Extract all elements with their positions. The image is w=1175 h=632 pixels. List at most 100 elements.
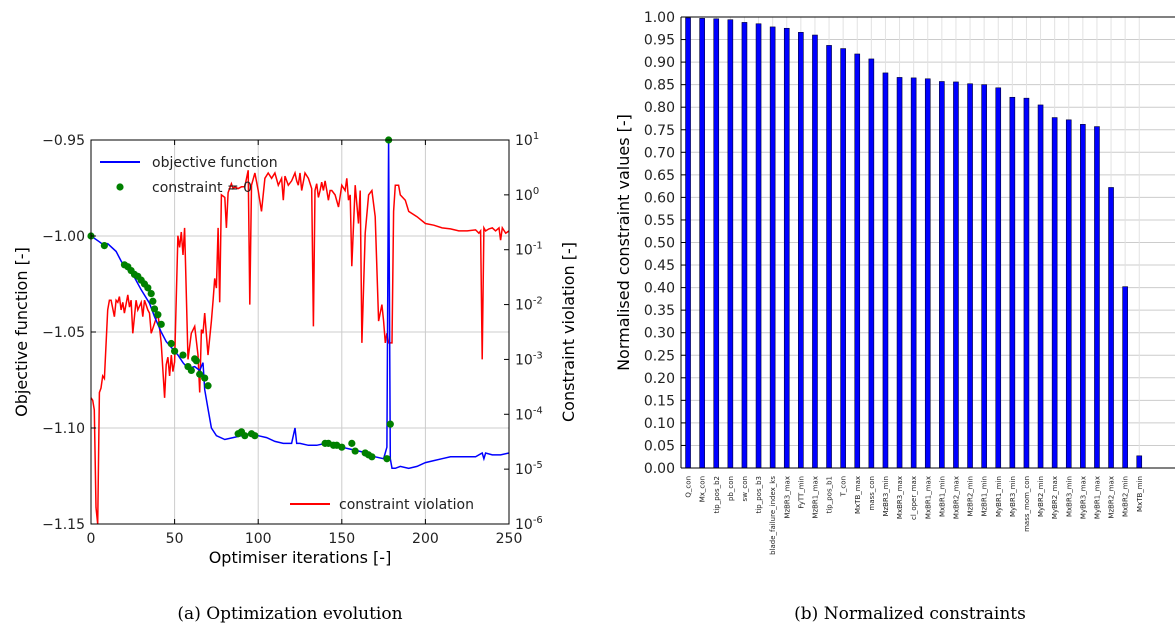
- y-right-tick-label: 101: [515, 131, 539, 149]
- x-category-label: MyBR2_min: [1037, 476, 1045, 517]
- y-tick-label: 0.85: [644, 78, 675, 94]
- x-category-label: tip_pos_b2: [713, 476, 721, 513]
- constraint-zero-point: [201, 374, 209, 382]
- y-left-axis-label: Objective function [-]: [12, 247, 31, 417]
- x-tick-label: 150: [328, 531, 355, 547]
- x-category-label: MzBR3_max: [783, 476, 791, 519]
- y-tick-label: 1.00: [644, 10, 675, 26]
- x-category-label: mass_con: [868, 476, 876, 510]
- x-category-label: blade_failure_index_ks: [769, 476, 777, 555]
- x-category-label: cl_oper_max: [910, 476, 918, 520]
- y-tick-label: 0.75: [644, 123, 675, 139]
- x-category-label: MzBR2_max: [1108, 476, 1116, 519]
- bar: [812, 34, 818, 469]
- y-left-tick-label: −1.10: [42, 421, 85, 437]
- y-right-tick-label: 100: [515, 186, 539, 204]
- x-tick-label: 100: [245, 531, 272, 547]
- x-category-label: MyBR3_max: [1079, 476, 1087, 519]
- bar: [840, 48, 846, 469]
- y-tick-label: 0.80: [644, 100, 675, 116]
- bar: [1009, 96, 1016, 469]
- x-category-label: T_con: [840, 476, 848, 497]
- bar: [854, 53, 861, 469]
- constraint-zero-point: [149, 297, 157, 305]
- bar: [924, 78, 931, 469]
- bar: [1094, 126, 1100, 469]
- y-right-tick-label: 10-4: [515, 405, 543, 423]
- x-category-label: MyBR3_min: [1009, 476, 1017, 517]
- bar: [1065, 119, 1072, 469]
- constraint-zero-point: [147, 290, 155, 298]
- legend-objective-label: objective function: [152, 155, 278, 171]
- x-category-label: mass_mom_con: [1023, 476, 1031, 532]
- bar: [699, 18, 705, 469]
- y-axis-label: Normalised constraint values [-]: [614, 114, 633, 371]
- y-left-tick-label: −0.95: [42, 133, 85, 149]
- constraint-zero-point: [100, 242, 108, 250]
- bar: [1122, 286, 1128, 469]
- x-axis-label: Optimiser iterations [-]: [209, 548, 392, 567]
- x-category-label: MxBR2_max: [952, 476, 960, 519]
- normalized-constraints-chart: 0.00 0.05 0.10 0.15 0.20 0.25 0.30 0.35 0.40 0.45…: [614, 10, 1175, 555]
- bar: [967, 83, 973, 469]
- x-category-label: MxBR2_min: [1122, 476, 1130, 517]
- bar: [798, 32, 804, 469]
- constraint-zero-point: [368, 453, 376, 461]
- caption-optimization-evolution: (a) Optimization evolution: [177, 604, 403, 624]
- constraint-zero-point: [351, 447, 359, 455]
- bar: [727, 19, 734, 469]
- x-category-label: tip_pos_b3: [755, 476, 763, 513]
- bar: [826, 45, 832, 469]
- caption-normalized-constraints: (b) Normalized constraints: [794, 604, 1026, 624]
- bar: [995, 87, 1002, 469]
- constraint-zero-point: [348, 439, 356, 447]
- bar: [1136, 455, 1143, 469]
- x-tick-label: 200: [412, 531, 439, 547]
- y-left-tick-label: −1.05: [42, 325, 85, 341]
- x-category-label: MzBR1_max: [811, 476, 819, 519]
- bar: [685, 17, 691, 469]
- y-left-tick-label: −1.00: [42, 229, 85, 245]
- y-left-tick-label: −1.15: [42, 517, 85, 533]
- bar: [1080, 124, 1086, 469]
- y-tick-label: 0.65: [644, 168, 675, 184]
- x-category-label: MxBR3_min: [1065, 476, 1073, 517]
- constraint-zero-point: [150, 305, 159, 313]
- x-category-label: MxBR1_max: [924, 476, 932, 519]
- constraint-zero-point: [167, 339, 175, 348]
- y-right-tick-label: 10-5: [515, 460, 543, 478]
- bar: [896, 77, 903, 469]
- objective-function-line: [90, 139, 510, 470]
- x-category-label: MyBR1_min: [995, 476, 1003, 517]
- y-tick-label: 0.40: [644, 281, 675, 297]
- y-tick-label: 0.10: [644, 416, 675, 432]
- bar: [1051, 117, 1058, 469]
- bar: [713, 18, 720, 469]
- constraint-zero-point: [251, 432, 259, 440]
- y-right-tick-label: 10-2: [515, 296, 543, 314]
- y-tick-label: 0.90: [644, 55, 675, 71]
- bar: [981, 84, 987, 469]
- x-category-label: MzBR3_min: [882, 476, 890, 517]
- constraint-zero-point: [204, 382, 212, 390]
- y-right-axis-label: Constraint violation [-]: [559, 242, 578, 422]
- bar: [910, 77, 917, 469]
- y-tick-label: 0.50: [644, 236, 675, 252]
- y-tick-label: 0.30: [644, 326, 675, 342]
- x-category-label: MzBR2_min: [967, 476, 975, 517]
- x-category-label: tip_pos_b1: [826, 476, 834, 513]
- constraint-zero-point: [179, 351, 187, 359]
- constraint-zero-point: [187, 366, 195, 374]
- optimization-evolution-chart: 0 50 100 150 200 250 −0.95 −1.00 −1.05 −1.10 −1.15…: [12, 131, 578, 567]
- x-category-label: MxBR1_min: [938, 476, 946, 517]
- constraint-zero-point: [196, 370, 204, 378]
- constraint-zero-point: [383, 455, 391, 463]
- x-category-label: FyTT_min: [797, 476, 805, 509]
- x-category-label: MyBR2_max: [1051, 476, 1059, 519]
- legend-constraint-zero-swatch: [116, 183, 124, 191]
- bar: [741, 22, 748, 469]
- x-tick-label: 50: [166, 531, 184, 547]
- y-tick-label: 0.45: [644, 258, 675, 274]
- x-category-label: MyBR1_max: [1093, 476, 1101, 519]
